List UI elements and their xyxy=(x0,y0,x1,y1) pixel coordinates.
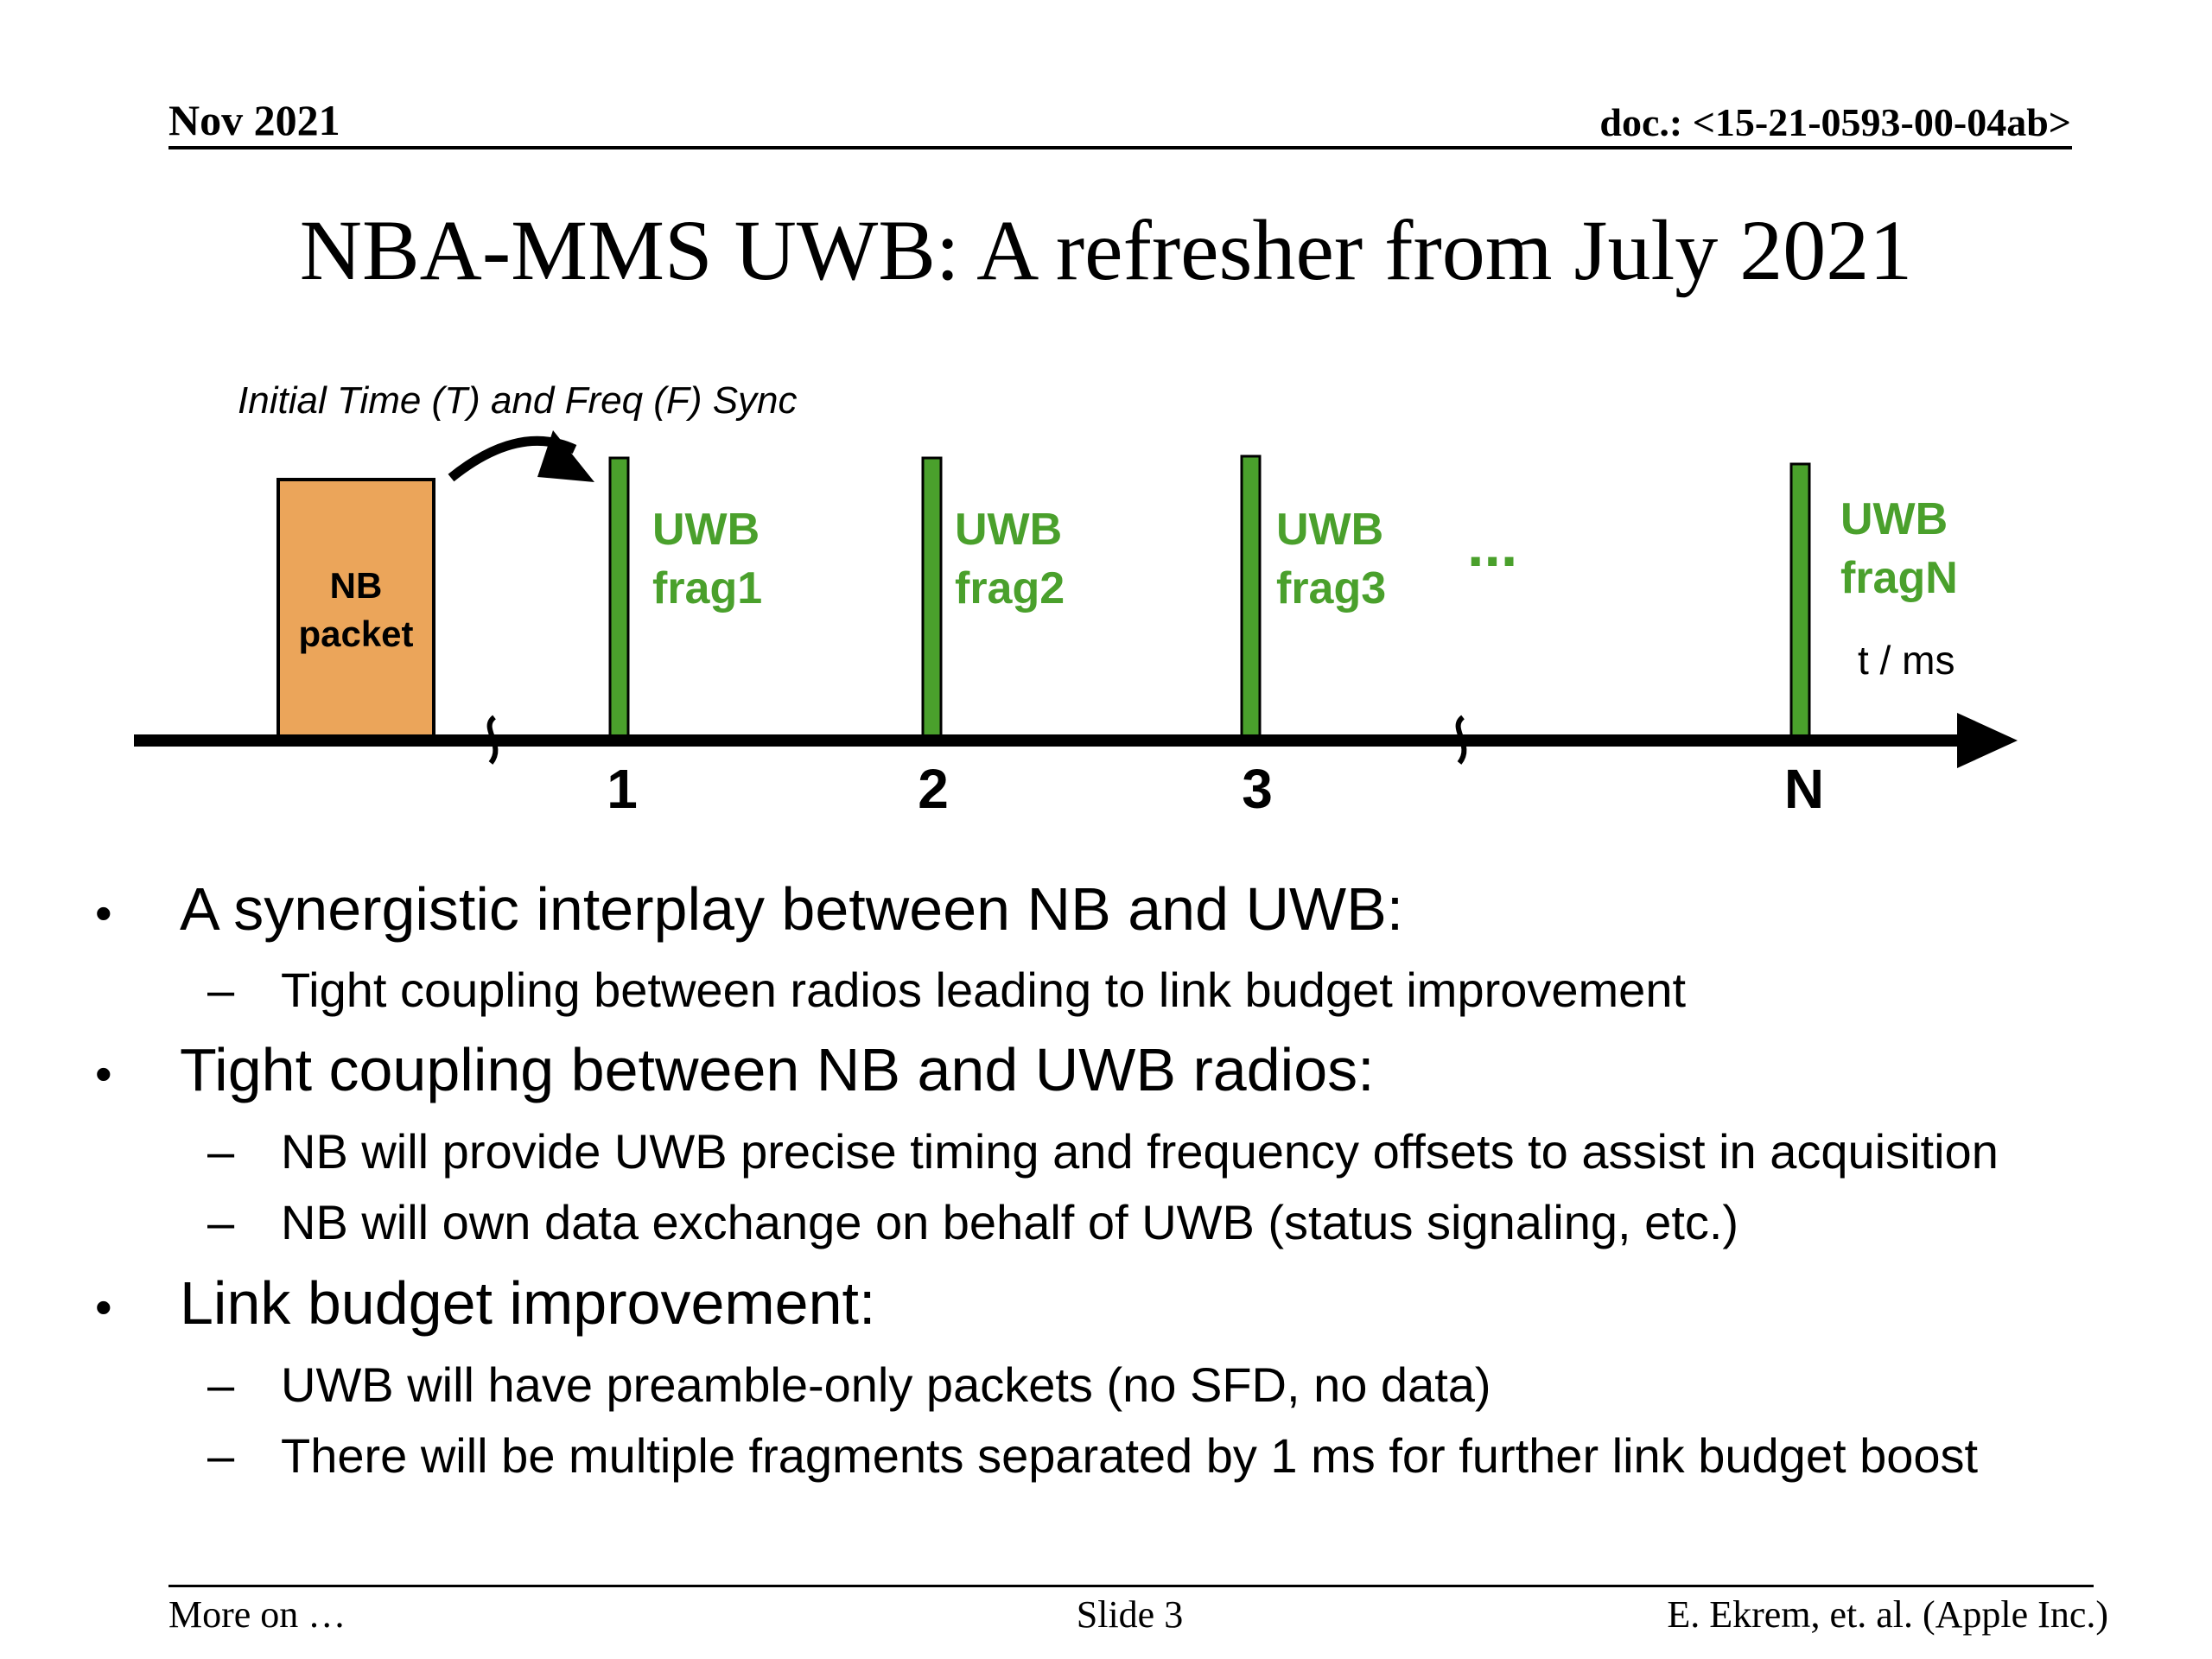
frag1-label-line2: frag1 xyxy=(652,563,762,613)
header-date: Nov 2021 xyxy=(168,96,340,144)
frag3-label-line1: UWB xyxy=(1276,505,1383,555)
footer-left-text: More on … xyxy=(168,1593,346,1636)
uwb-frag1-bar xyxy=(608,456,630,739)
bullet-text: A synergistic interplay between NB and U… xyxy=(180,875,1404,943)
bullet-marker: • xyxy=(95,886,112,940)
nb-packet-label-line1: NB xyxy=(330,565,383,606)
sub-bullet-text: UWB will have preamble-only packets (no … xyxy=(281,1357,1491,1412)
sync-arrow-head xyxy=(537,430,594,482)
sub-bullet-text: There will be multiple fragments separat… xyxy=(281,1428,1979,1483)
timing-diagram: Initial Time (T) and Freq (F) Sync NB pa… xyxy=(134,379,2018,820)
nb-packet-box xyxy=(276,478,435,739)
fragN-label-line1: UWB xyxy=(1840,494,1948,544)
axis-break-1 xyxy=(486,715,499,765)
tick-label-1: 1 xyxy=(607,758,638,820)
tick-label-3: 3 xyxy=(1242,758,1273,820)
slide-title: NBA-MMS UWB: A refresher from July 2021 xyxy=(299,202,1913,298)
fragN-label-line2: fragN xyxy=(1840,553,1958,603)
ellipsis-label: ... xyxy=(1467,512,1517,579)
dash-marker: – xyxy=(207,1428,235,1483)
footer-author: E. Ekrem, et. al. (Apple Inc.) xyxy=(1667,1593,2108,1636)
bullet-text: Tight coupling between NB and UWB radios… xyxy=(180,1036,1375,1103)
axis-break-2 xyxy=(1455,715,1467,765)
time-axis-arrowhead xyxy=(1957,713,2018,768)
header-divider xyxy=(168,146,2072,149)
dash-marker: – xyxy=(207,1357,235,1412)
sync-label: Initial Time (T) and Freq (F) Sync xyxy=(238,379,798,422)
dash-marker: – xyxy=(207,1124,235,1179)
slide-number: Slide 3 xyxy=(1076,1593,1184,1636)
sub-bullet-text: NB will provide UWB precise timing and f… xyxy=(281,1124,1999,1179)
dash-marker: – xyxy=(207,963,235,1017)
axis-label: t / ms xyxy=(1858,638,1955,683)
uwb-frag2-bar xyxy=(921,456,943,739)
uwb-fragN-bar xyxy=(1789,462,1811,739)
bullet-text: Link budget improvement: xyxy=(180,1269,876,1337)
tick-label-2: 2 xyxy=(918,758,949,820)
sub-bullet-text: NB will own data exchange on behalf of U… xyxy=(281,1195,1739,1249)
bullet-marker: • xyxy=(95,1280,112,1334)
frag3-label-line2: frag3 xyxy=(1276,563,1386,613)
dash-marker: – xyxy=(207,1195,235,1249)
tick-label-N: N xyxy=(1784,758,1824,820)
bullet-marker: • xyxy=(95,1046,112,1101)
nb-packet-label-line2: packet xyxy=(298,613,413,654)
frag1-label-line1: UWB xyxy=(652,505,760,555)
header-doc-id: doc.: <15-21-0593-00-04ab> xyxy=(1599,100,2071,144)
frag2-label-line2: frag2 xyxy=(955,563,1065,613)
footer-divider xyxy=(168,1585,2094,1587)
uwb-frag3-bar xyxy=(1240,454,1262,739)
frag2-label-line1: UWB xyxy=(955,505,1062,555)
sub-bullet-text: Tight coupling between radios leading to… xyxy=(281,963,1687,1017)
